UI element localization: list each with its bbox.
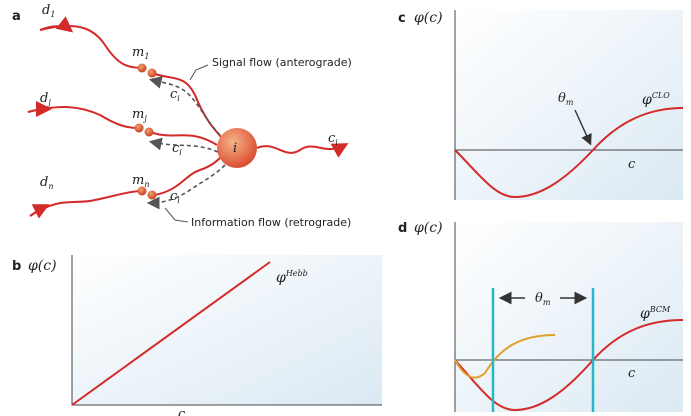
x-label: c	[628, 366, 636, 381]
panel-d: d φ(c) c θm φBCM	[398, 220, 683, 412]
axon-label: d1	[42, 3, 55, 19]
text-part: φ	[642, 92, 652, 108]
text-part: i	[177, 196, 180, 205]
panel-label: c	[398, 11, 406, 26]
text-part: d	[40, 175, 48, 190]
axon	[30, 191, 140, 216]
feedback-label: ci	[170, 87, 180, 103]
text-part: m	[132, 107, 144, 122]
text-part: θ	[558, 91, 566, 106]
neuron-label: i	[233, 141, 237, 156]
synapse-label: mn	[132, 173, 149, 189]
output-label: ci	[328, 131, 338, 147]
retrograde-flow	[152, 80, 220, 135]
synapse	[145, 128, 154, 137]
text-part: i	[177, 94, 180, 103]
axon	[40, 26, 142, 68]
panel-c: c φ(c) c θm φCLO	[398, 10, 683, 200]
y-label: φ(c)	[414, 220, 443, 236]
text-part: m	[566, 98, 574, 107]
text-part: BCM	[649, 305, 671, 314]
retrograde-flow	[152, 142, 218, 152]
retrograde-flow	[150, 165, 225, 203]
leader-line	[190, 65, 208, 80]
text-part: i	[179, 148, 182, 157]
panel-label: d	[398, 221, 407, 236]
text-part: φ	[276, 270, 286, 286]
axon-label: dn	[40, 175, 53, 191]
y-label: φ(c)	[28, 258, 57, 274]
synapse-label: m1	[132, 45, 149, 61]
text-part: d	[40, 91, 48, 106]
text-part: θ	[535, 291, 543, 306]
axon-label: dj	[40, 91, 51, 107]
text-part: m	[132, 173, 144, 188]
feedback-label: ci	[172, 141, 182, 157]
synapse	[148, 69, 157, 78]
text-part: Hebb	[285, 269, 308, 278]
synapse	[138, 64, 147, 73]
text-part: n	[144, 180, 149, 189]
annotation: Information flow (retrograde)	[191, 216, 351, 229]
panel-label: a	[12, 9, 21, 24]
annotation: Signal flow (anterograde)	[212, 56, 352, 69]
text-part: d	[42, 3, 50, 18]
plot-area	[72, 255, 382, 405]
text-part: 1	[144, 52, 149, 61]
panel-b: b φ(c) c φHebb	[12, 255, 382, 416]
synapse-label: mj	[132, 107, 147, 123]
synapse	[148, 191, 157, 200]
feedback-label: ci	[170, 189, 180, 205]
y-label: φ(c)	[414, 10, 443, 26]
synapse	[135, 124, 144, 133]
x-label: c	[178, 407, 186, 416]
axon	[28, 107, 138, 128]
panel-a: a d1 m1 ci dj mj ci dn mn ci i ci Signal…	[12, 3, 352, 229]
leader-line	[165, 208, 188, 222]
text-part: m	[543, 298, 551, 307]
text-part: n	[48, 182, 53, 191]
text-part: φ	[640, 306, 650, 322]
output-axon	[257, 145, 345, 153]
text-part: m	[132, 45, 144, 60]
text-part: CLO	[652, 91, 670, 100]
panel-label: b	[12, 259, 21, 274]
text-part: 1	[50, 10, 55, 19]
text-part: i	[335, 138, 338, 147]
x-label: c	[628, 157, 636, 172]
figure: a d1 m1 ci dj mj ci dn mn ci i ci Signal…	[0, 0, 691, 416]
